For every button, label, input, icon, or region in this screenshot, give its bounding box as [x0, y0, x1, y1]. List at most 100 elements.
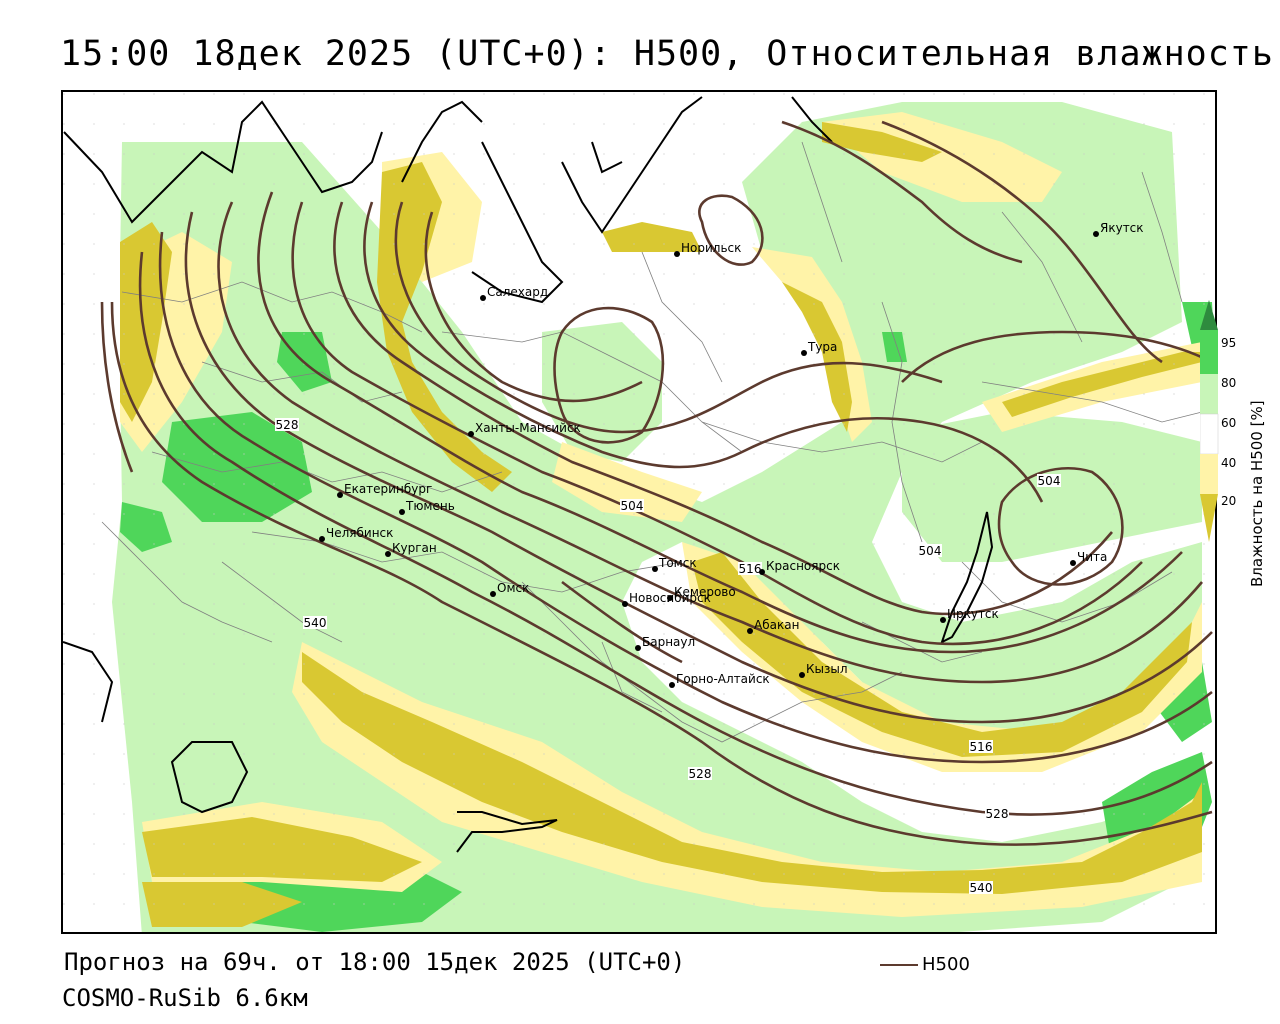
contour-label-bg [688, 767, 712, 780]
contour-label-bg [969, 881, 993, 894]
city-marker: Кемерово [667, 585, 736, 601]
city-dot [468, 431, 474, 437]
city-dot [652, 566, 658, 572]
city-marker: Тура [801, 340, 837, 356]
coastlines [63, 96, 994, 853]
colorbar-tick-20: 20 [1221, 494, 1237, 508]
city-marker: Омск [490, 581, 529, 597]
city-marker: Норильск [674, 241, 741, 257]
city-marker: Челябинск [319, 526, 393, 542]
city-dot [669, 682, 675, 688]
city-label: Иркутск [947, 607, 999, 621]
contour-label: 516 [739, 562, 762, 576]
city-marker: Кызыл [799, 662, 848, 678]
legend-label: H500 [922, 954, 970, 975]
contour-label: 504 [919, 544, 942, 558]
city-dot [1093, 231, 1099, 237]
contour-label-bg [918, 544, 942, 557]
contour-label: 504 [621, 499, 644, 513]
city-marker: Екатеринбург [337, 482, 432, 498]
colorbar-tick-80: 80 [1221, 376, 1237, 390]
city-label: Кызыл [806, 662, 848, 676]
city-label: Челябинск [326, 526, 393, 540]
city-marker: Тюмень [399, 499, 455, 515]
region-borders [101, 141, 1203, 743]
contour-label-bg [303, 616, 327, 629]
contour-label-bg [738, 562, 762, 575]
colorbar-tick-40: 40 [1221, 456, 1237, 470]
city-label: Тура [807, 340, 837, 354]
colorbar-axis-label-wrap: Влажность на H500 [%] [1240, 355, 1280, 595]
city-dot [759, 569, 765, 575]
city-dot [622, 601, 628, 607]
city-dot [801, 350, 807, 356]
city-dot [319, 536, 325, 542]
city-dot [674, 251, 680, 257]
city-label: Тюмень [405, 499, 455, 513]
colorbar-60-80 [1200, 374, 1218, 414]
city-label: Абакан [754, 618, 799, 632]
contour-label: 540 [970, 881, 993, 895]
colorbar-top-arrow [1200, 300, 1218, 330]
contour-label: 528 [276, 418, 299, 432]
colorbar-80-95 [1200, 330, 1218, 374]
contour-label-bg [969, 740, 993, 753]
city-label: Красноярск [766, 559, 840, 573]
city-dot [799, 672, 805, 678]
city-label: Омск [497, 581, 529, 595]
city-dot [337, 492, 343, 498]
city-marker: Ханты-Мансийск [468, 421, 581, 437]
contour-label: 528 [986, 807, 1009, 821]
city-dot [385, 551, 391, 557]
city-dot [399, 509, 405, 515]
city-marker: Абакан [747, 618, 799, 634]
model-name: COSMO-RuSib 6.6км [62, 984, 308, 1012]
map-canvas: 528 504 516 504 504 540 528 516 528 540 Норильск Я… [63, 92, 1215, 932]
city-label: Екатеринбург [344, 482, 432, 496]
humidity-colorbar [1200, 300, 1219, 542]
contour-label: 528 [689, 767, 712, 781]
city-marker: Барнаул [635, 635, 695, 651]
colorbar-axis-label: Влажность на H500 [%] [1248, 400, 1266, 587]
humidity-map: 528 504 516 504 504 540 528 516 528 540 Норильск Я… [61, 90, 1217, 934]
city-label: Томск [658, 556, 697, 570]
city-label: Барнаул [642, 635, 695, 649]
colorbar-40-60 [1200, 413, 1219, 455]
city-marker: Томск [652, 556, 697, 572]
city-dot [747, 628, 753, 634]
city-marker: Курган [385, 541, 437, 557]
colorbar-bottom-arrow [1200, 494, 1218, 542]
city-label: Норильск [681, 241, 741, 255]
colorbar-20-40 [1200, 454, 1218, 494]
contour-label: 516 [970, 740, 993, 754]
city-marker: Чита [1070, 550, 1107, 566]
city-marker: Якутск [1093, 221, 1144, 237]
city-dot [1070, 560, 1076, 566]
city-label: Курган [392, 541, 437, 555]
city-label: Чита [1077, 550, 1107, 564]
city-label: Якутск [1100, 221, 1144, 235]
city-label: Салехард [487, 285, 548, 299]
city-label: Ханты-Мансийск [475, 421, 581, 435]
city-marker: Салехард [480, 285, 548, 301]
contour-label-bg [1037, 474, 1061, 487]
contour-label: 504 [1038, 474, 1061, 488]
colorbar-tick-95: 95 [1221, 336, 1237, 350]
city-label: Кемерово [674, 585, 736, 599]
city-marker: Горно-Алтайск [669, 672, 770, 688]
contour-legend: H500 [880, 954, 970, 975]
city-dot [480, 295, 486, 301]
city-dot [635, 645, 641, 651]
cities: Норильск Якутск Салехард Тура Ханты-Мансийск… [319, 221, 1144, 688]
contour-label-bg [985, 807, 1009, 820]
city-dot [667, 595, 673, 601]
contour-labels: 528 504 516 504 504 540 528 516 528 540 [275, 418, 1061, 895]
city-label: Горно-Алтайск [676, 672, 770, 686]
city-marker: Красноярск [759, 559, 840, 575]
map-title: 15:00 18дек 2025 (UTC+0): H500, Относите… [60, 34, 1274, 74]
contour-label-bg [620, 499, 644, 512]
legend-line-swatch [880, 964, 918, 966]
city-dot [940, 617, 946, 623]
colorbar-tick-60: 60 [1221, 416, 1237, 430]
forecast-info: Прогноз на 69ч. от 18:00 15дек 2025 (UTC… [64, 948, 686, 976]
